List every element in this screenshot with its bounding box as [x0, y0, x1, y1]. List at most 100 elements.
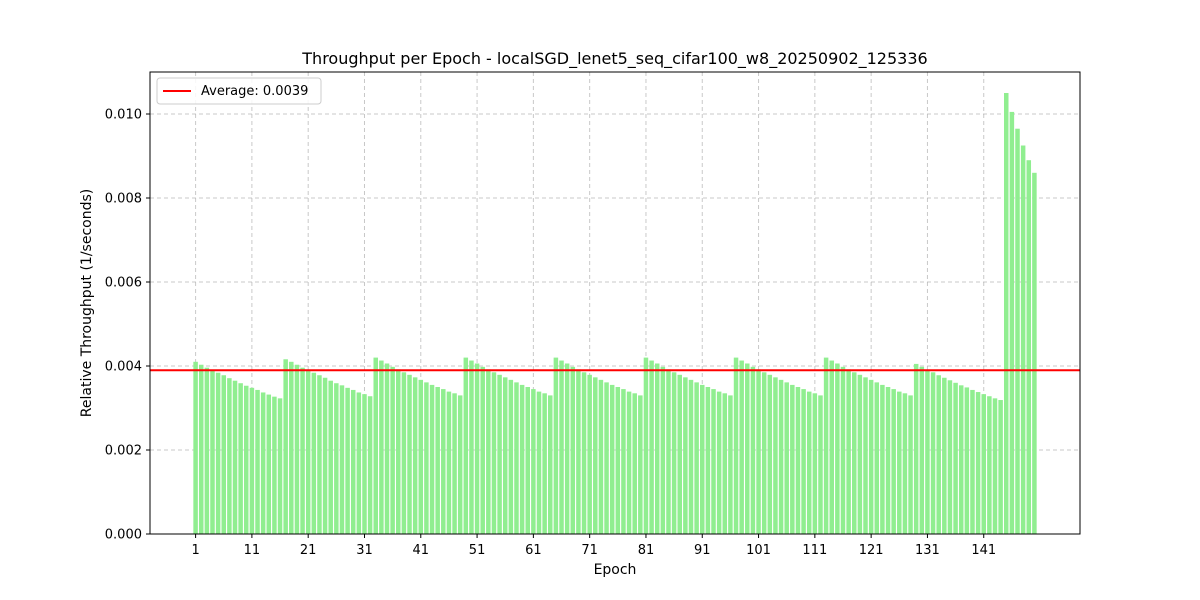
- bar: [621, 389, 626, 534]
- bar: [671, 372, 677, 534]
- bar: [604, 382, 609, 534]
- bar: [429, 384, 435, 534]
- bar: [486, 369, 491, 534]
- bar: [880, 384, 885, 534]
- bar: [519, 384, 525, 534]
- bar: [497, 374, 502, 534]
- x-tick-label: 1: [191, 543, 199, 558]
- bar: [300, 367, 305, 534]
- bar: [221, 375, 226, 534]
- bar: [925, 369, 930, 534]
- bar: [356, 392, 362, 534]
- bar: [1004, 93, 1009, 534]
- bar: [598, 379, 604, 534]
- bar: [407, 374, 412, 534]
- bar: [227, 378, 232, 534]
- bar: [632, 393, 637, 534]
- bar: [992, 398, 998, 534]
- bar: [688, 379, 694, 534]
- bar: [823, 357, 829, 534]
- bar: [846, 369, 851, 534]
- y-tick-label: 0.000: [105, 528, 142, 543]
- bar: [790, 384, 795, 534]
- bar: [289, 361, 294, 534]
- bar: [818, 395, 823, 534]
- bar: [334, 383, 339, 534]
- bar: [525, 387, 530, 534]
- y-tick-label: 0.008: [105, 192, 142, 207]
- bar: [542, 393, 547, 534]
- x-tick-label: 31: [356, 543, 373, 558]
- bar: [345, 387, 350, 534]
- bar: [1020, 145, 1026, 534]
- x-tick-label: 111: [802, 543, 827, 558]
- bar: [283, 359, 288, 534]
- bar: [784, 382, 789, 534]
- bar: [255, 389, 260, 534]
- legend-box: [156, 77, 322, 105]
- bar: [700, 384, 705, 534]
- bar: [908, 395, 913, 534]
- bar: [367, 396, 373, 534]
- bar: [311, 372, 317, 534]
- bar: [677, 374, 682, 534]
- x-tick-label: 41: [413, 543, 430, 558]
- bar: [514, 382, 519, 534]
- bar: [435, 387, 440, 534]
- bar: [215, 372, 221, 534]
- bar: [947, 380, 953, 534]
- bar: [750, 366, 756, 534]
- bar: [767, 374, 773, 534]
- bar: [716, 391, 722, 534]
- bar: [238, 383, 243, 534]
- x-tick-label: 141: [971, 543, 996, 558]
- bar: [581, 372, 587, 534]
- bar: [795, 387, 801, 534]
- bar: [930, 372, 936, 534]
- bar: [840, 366, 846, 534]
- bar: [778, 379, 784, 534]
- bar: [570, 366, 576, 534]
- bar: [474, 363, 480, 534]
- bar: [350, 389, 356, 534]
- bar: [244, 385, 249, 534]
- bar: [773, 377, 778, 534]
- bar: [198, 364, 204, 534]
- y-tick-label: 0.004: [105, 360, 142, 375]
- bar: [396, 369, 401, 534]
- bar: [480, 366, 485, 534]
- bars: [193, 93, 1037, 535]
- bar: [711, 389, 716, 534]
- bar: [553, 357, 559, 534]
- bar: [277, 398, 283, 534]
- bar: [852, 372, 857, 534]
- bar: [593, 377, 598, 534]
- bar: [548, 395, 553, 534]
- bar: [463, 357, 469, 534]
- bar: [964, 387, 970, 534]
- bar: [576, 369, 581, 534]
- bar: [322, 377, 328, 534]
- bar: [806, 391, 812, 534]
- bar: [722, 393, 728, 534]
- bar: [868, 379, 874, 534]
- bar: [305, 370, 311, 534]
- bar: [536, 391, 542, 534]
- bar: [705, 387, 711, 534]
- x-tick-label: 81: [638, 543, 655, 558]
- bar: [812, 393, 818, 534]
- bar: [987, 396, 992, 534]
- bar: [739, 360, 744, 534]
- bar: [801, 389, 806, 534]
- bar: [249, 387, 255, 534]
- bar: [942, 377, 947, 534]
- x-axis: 1 11 21 31 41 51 61 71 81 91 101 111 121 131 141: [191, 534, 996, 558]
- bar: [446, 391, 452, 534]
- bar: [491, 372, 497, 534]
- bar: [683, 377, 688, 534]
- bar: [362, 394, 367, 534]
- bar: [266, 394, 272, 534]
- bar: [649, 360, 654, 534]
- bar: [531, 389, 536, 534]
- bar: [638, 395, 643, 534]
